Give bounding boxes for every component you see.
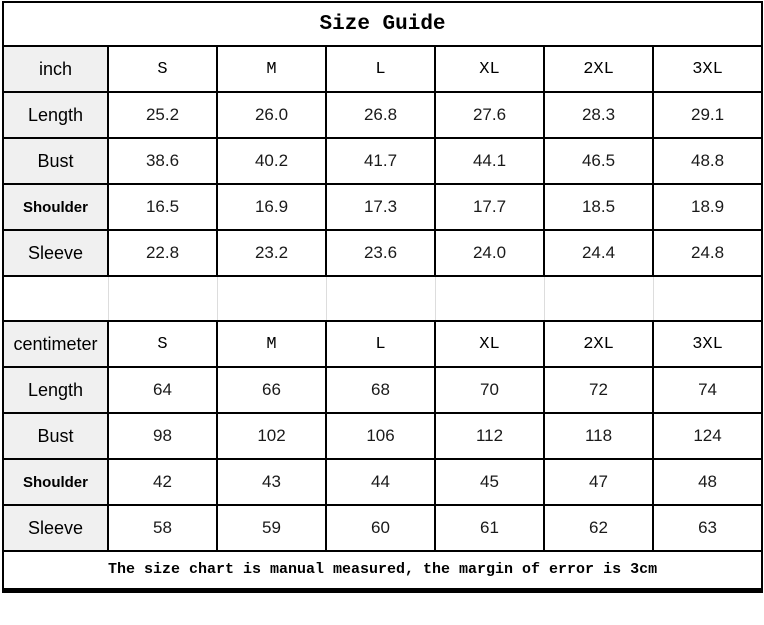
value-cell: 102 [216, 412, 327, 460]
value-cell: 23.6 [325, 229, 436, 277]
value-cell: 47 [543, 458, 654, 506]
value-cell: 23.2 [216, 229, 327, 277]
separator-cell [2, 275, 109, 322]
value-cell: 44.1 [434, 137, 545, 185]
separator-cell [325, 275, 436, 322]
table-row: Bust 38.6 40.2 41.7 44.1 46.5 48.8 [2, 137, 764, 185]
value-cell: 106 [325, 412, 436, 460]
row-label-sleeve: Sleeve [2, 229, 109, 277]
measurement-note: The size chart is manual measured, the m… [1, 550, 764, 591]
value-cell: 74 [651, 366, 764, 414]
value-cell: 63 [651, 504, 764, 552]
table-row: Sleeve 22.8 23.2 23.6 24.0 24.4 24.8 [2, 229, 764, 277]
value-cell: 16.9 [216, 183, 327, 231]
footer-row: The size chart is manual measured, the m… [1, 550, 764, 591]
value-cell: 64 [107, 366, 218, 414]
value-cell: 25.2 [107, 91, 218, 139]
size-header-m: M [216, 45, 327, 93]
row-label-shoulder: Shoulder [2, 458, 109, 506]
page-title: Size Guide [1, 1, 764, 47]
size-header-s: S [107, 45, 218, 93]
value-cell: 27.6 [434, 91, 545, 139]
size-header-m: M [216, 320, 327, 368]
value-cell: 48 [651, 458, 764, 506]
value-cell: 118 [543, 412, 654, 460]
inch-header-row: inch S M L XL 2XL 3XL [2, 45, 764, 93]
value-cell: 24.8 [651, 229, 764, 277]
value-cell: 124 [651, 412, 764, 460]
row-label-bust: Bust [2, 137, 109, 185]
unit-label-centimeter: centimeter [2, 320, 109, 368]
value-cell: 42 [107, 458, 218, 506]
row-label-length: Length [2, 366, 109, 414]
unit-label-inch: inch [2, 45, 109, 93]
value-cell: 68 [325, 366, 436, 414]
value-cell: 46.5 [543, 137, 654, 185]
value-cell: 59 [216, 504, 327, 552]
row-label-bust: Bust [2, 412, 109, 460]
value-cell: 38.6 [107, 137, 218, 185]
centimeter-header-row: centimeter S M L XL 2XL 3XL [2, 320, 764, 368]
size-header-l: L [325, 45, 436, 93]
separator-cell [543, 275, 654, 322]
row-label-sleeve: Sleeve [2, 504, 109, 552]
separator-cell [652, 275, 763, 322]
value-cell: 70 [434, 366, 545, 414]
separator-cell [216, 275, 327, 322]
value-cell: 24.4 [543, 229, 654, 277]
size-header-2xl: 2XL [543, 320, 654, 368]
table-row: Shoulder 42 43 44 45 47 48 [2, 458, 764, 506]
separator-row [2, 275, 763, 322]
value-cell: 29.1 [651, 91, 764, 139]
value-cell: 61 [434, 504, 545, 552]
value-cell: 45 [434, 458, 545, 506]
value-cell: 60 [325, 504, 436, 552]
size-header-3xl: 3XL [651, 45, 764, 93]
size-header-xl: XL [434, 45, 545, 93]
value-cell: 24.0 [434, 229, 545, 277]
table-row: Sleeve 58 59 60 61 62 63 [2, 504, 764, 552]
title-row: Size Guide [1, 1, 764, 47]
value-cell: 28.3 [543, 91, 654, 139]
value-cell: 40.2 [216, 137, 327, 185]
size-header-2xl: 2XL [543, 45, 654, 93]
value-cell: 16.5 [107, 183, 218, 231]
value-cell: 112 [434, 412, 545, 460]
size-header-s: S [107, 320, 218, 368]
value-cell: 18.5 [543, 183, 654, 231]
table-row: Bust 98 102 106 112 118 124 [2, 412, 764, 460]
size-guide-table: Size Guide inch S M L XL 2XL 3XL Length … [1, 1, 764, 593]
value-cell: 17.7 [434, 183, 545, 231]
row-label-shoulder: Shoulder [2, 183, 109, 231]
value-cell: 44 [325, 458, 436, 506]
value-cell: 66 [216, 366, 327, 414]
separator-cell [434, 275, 545, 322]
value-cell: 18.9 [651, 183, 764, 231]
value-cell: 48.8 [651, 137, 764, 185]
value-cell: 72 [543, 366, 654, 414]
value-cell: 17.3 [325, 183, 436, 231]
value-cell: 26.0 [216, 91, 327, 139]
value-cell: 62 [543, 504, 654, 552]
size-header-l: L [325, 320, 436, 368]
row-label-length: Length [2, 91, 109, 139]
size-header-3xl: 3XL [651, 320, 764, 368]
size-header-xl: XL [434, 320, 545, 368]
value-cell: 22.8 [107, 229, 218, 277]
value-cell: 98 [107, 412, 218, 460]
table-row: Shoulder 16.5 16.9 17.3 17.7 18.5 18.9 [2, 183, 764, 231]
table-row: Length 64 66 68 70 72 74 [2, 366, 764, 414]
value-cell: 58 [107, 504, 218, 552]
value-cell: 41.7 [325, 137, 436, 185]
separator-cell [107, 275, 218, 322]
value-cell: 43 [216, 458, 327, 506]
table-row: Length 25.2 26.0 26.8 27.6 28.3 29.1 [2, 91, 764, 139]
value-cell: 26.8 [325, 91, 436, 139]
